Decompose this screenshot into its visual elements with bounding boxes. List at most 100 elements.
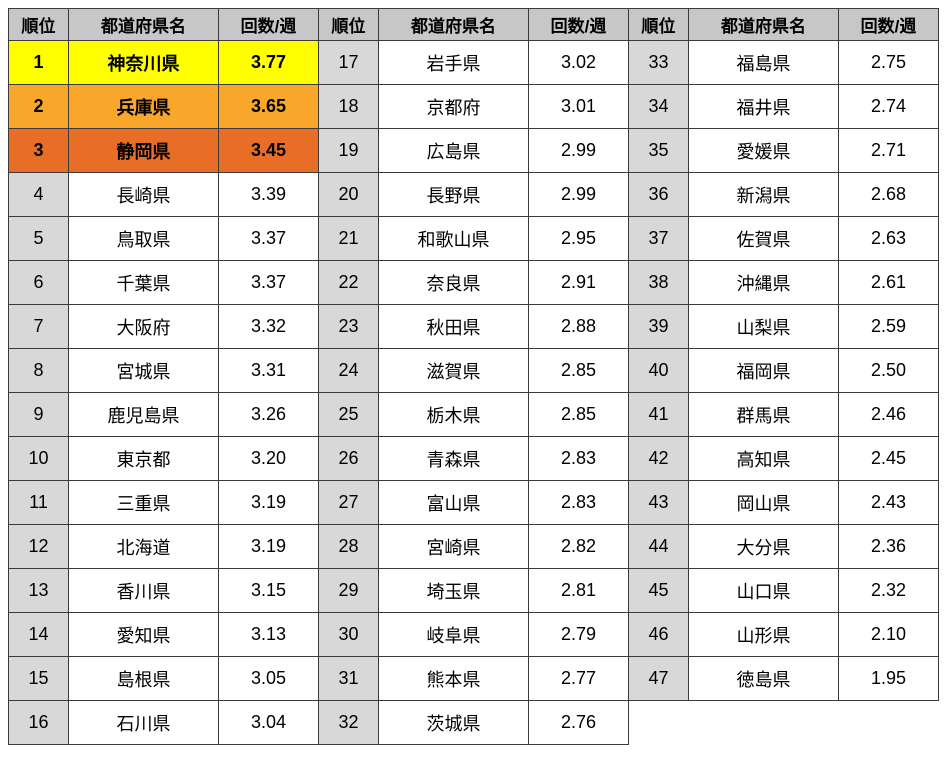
- rank-cell: 33: [629, 41, 689, 85]
- header-rank: 順位: [9, 9, 69, 41]
- value-cell: 3.65: [219, 85, 319, 129]
- name-cell: 神奈川県: [69, 41, 219, 85]
- rank-cell: 41: [629, 393, 689, 437]
- value-cell: 2.83: [529, 481, 629, 525]
- name-cell: 京都府: [379, 85, 529, 129]
- table-row: 16石川県3.0432茨城県2.76: [9, 701, 939, 745]
- rank-cell: 16: [9, 701, 69, 745]
- rank-cell: 17: [319, 41, 379, 85]
- value-cell: 2.91: [529, 261, 629, 305]
- ranking-table-container: 順位都道府県名回数/週順位都道府県名回数/週順位都道府県名回数/週 1神奈川県3…: [8, 8, 940, 745]
- header-value: 回数/週: [219, 9, 319, 41]
- name-cell: 和歌山県: [379, 217, 529, 261]
- name-cell: 岩手県: [379, 41, 529, 85]
- rank-cell: 10: [9, 437, 69, 481]
- name-cell: 秋田県: [379, 305, 529, 349]
- value-cell: 1.95: [839, 657, 939, 701]
- name-cell: 島根県: [69, 657, 219, 701]
- name-cell: 千葉県: [69, 261, 219, 305]
- rank-cell: 30: [319, 613, 379, 657]
- table-row: 5鳥取県3.3721和歌山県2.9537佐賀県2.63: [9, 217, 939, 261]
- value-cell: 3.05: [219, 657, 319, 701]
- name-cell: 鳥取県: [69, 217, 219, 261]
- name-cell: 北海道: [69, 525, 219, 569]
- rank-cell: 36: [629, 173, 689, 217]
- rank-cell: 44: [629, 525, 689, 569]
- name-cell: 高知県: [689, 437, 839, 481]
- value-cell: 3.26: [219, 393, 319, 437]
- value-cell: 3.13: [219, 613, 319, 657]
- value-cell: 2.32: [839, 569, 939, 613]
- name-cell: 群馬県: [689, 393, 839, 437]
- value-cell: 2.95: [529, 217, 629, 261]
- header-name: 都道府県名: [689, 9, 839, 41]
- name-cell: 山梨県: [689, 305, 839, 349]
- rank-cell: 24: [319, 349, 379, 393]
- name-cell: 新潟県: [689, 173, 839, 217]
- rank-cell: 29: [319, 569, 379, 613]
- value-cell: 2.59: [839, 305, 939, 349]
- value-cell: 3.77: [219, 41, 319, 85]
- name-cell: 埼玉県: [379, 569, 529, 613]
- value-cell: 2.10: [839, 613, 939, 657]
- value-cell: 3.31: [219, 349, 319, 393]
- name-cell: 福井県: [689, 85, 839, 129]
- rank-cell: 45: [629, 569, 689, 613]
- header-value: 回数/週: [839, 9, 939, 41]
- rank-cell: 1: [9, 41, 69, 85]
- value-cell: 3.37: [219, 261, 319, 305]
- rank-cell: 2: [9, 85, 69, 129]
- value-cell: 3.19: [219, 525, 319, 569]
- value-cell: 2.50: [839, 349, 939, 393]
- rank-cell: 35: [629, 129, 689, 173]
- value-cell: 3.15: [219, 569, 319, 613]
- name-cell: 愛知県: [69, 613, 219, 657]
- value-cell: 2.71: [839, 129, 939, 173]
- name-cell: 熊本県: [379, 657, 529, 701]
- rank-cell: 31: [319, 657, 379, 701]
- name-cell: [689, 701, 839, 745]
- rank-cell: 3: [9, 129, 69, 173]
- name-cell: 香川県: [69, 569, 219, 613]
- table-row: 14愛知県3.1330岐阜県2.7946山形県2.10: [9, 613, 939, 657]
- table-row: 9鹿児島県3.2625栃木県2.8541群馬県2.46: [9, 393, 939, 437]
- name-cell: 愛媛県: [689, 129, 839, 173]
- value-cell: 2.83: [529, 437, 629, 481]
- rank-cell: 20: [319, 173, 379, 217]
- name-cell: 兵庫県: [69, 85, 219, 129]
- table-row: 13香川県3.1529埼玉県2.8145山口県2.32: [9, 569, 939, 613]
- rank-cell: 37: [629, 217, 689, 261]
- name-cell: 福島県: [689, 41, 839, 85]
- value-cell: 2.79: [529, 613, 629, 657]
- name-cell: 長野県: [379, 173, 529, 217]
- name-cell: 宮城県: [69, 349, 219, 393]
- rank-cell: 27: [319, 481, 379, 525]
- value-cell: 2.68: [839, 173, 939, 217]
- rank-cell: 5: [9, 217, 69, 261]
- name-cell: 東京都: [69, 437, 219, 481]
- value-cell: 2.63: [839, 217, 939, 261]
- name-cell: 沖縄県: [689, 261, 839, 305]
- value-cell: 2.74: [839, 85, 939, 129]
- name-cell: 大阪府: [69, 305, 219, 349]
- rank-cell: 26: [319, 437, 379, 481]
- rank-cell: 21: [319, 217, 379, 261]
- name-cell: 佐賀県: [689, 217, 839, 261]
- name-cell: 福岡県: [689, 349, 839, 393]
- rank-cell: 39: [629, 305, 689, 349]
- value-cell: 2.36: [839, 525, 939, 569]
- table-row: 3静岡県3.4519広島県2.9935愛媛県2.71: [9, 129, 939, 173]
- table-row: 4長崎県3.3920長野県2.9936新潟県2.68: [9, 173, 939, 217]
- rank-cell: 40: [629, 349, 689, 393]
- value-cell: 3.45: [219, 129, 319, 173]
- name-cell: 滋賀県: [379, 349, 529, 393]
- value-cell: 3.04: [219, 701, 319, 745]
- value-cell: 2.81: [529, 569, 629, 613]
- value-cell: 2.85: [529, 349, 629, 393]
- name-cell: 三重県: [69, 481, 219, 525]
- rank-cell: 18: [319, 85, 379, 129]
- rank-cell: 12: [9, 525, 69, 569]
- value-cell: 3.02: [529, 41, 629, 85]
- value-cell: 2.75: [839, 41, 939, 85]
- value-cell: 2.99: [529, 173, 629, 217]
